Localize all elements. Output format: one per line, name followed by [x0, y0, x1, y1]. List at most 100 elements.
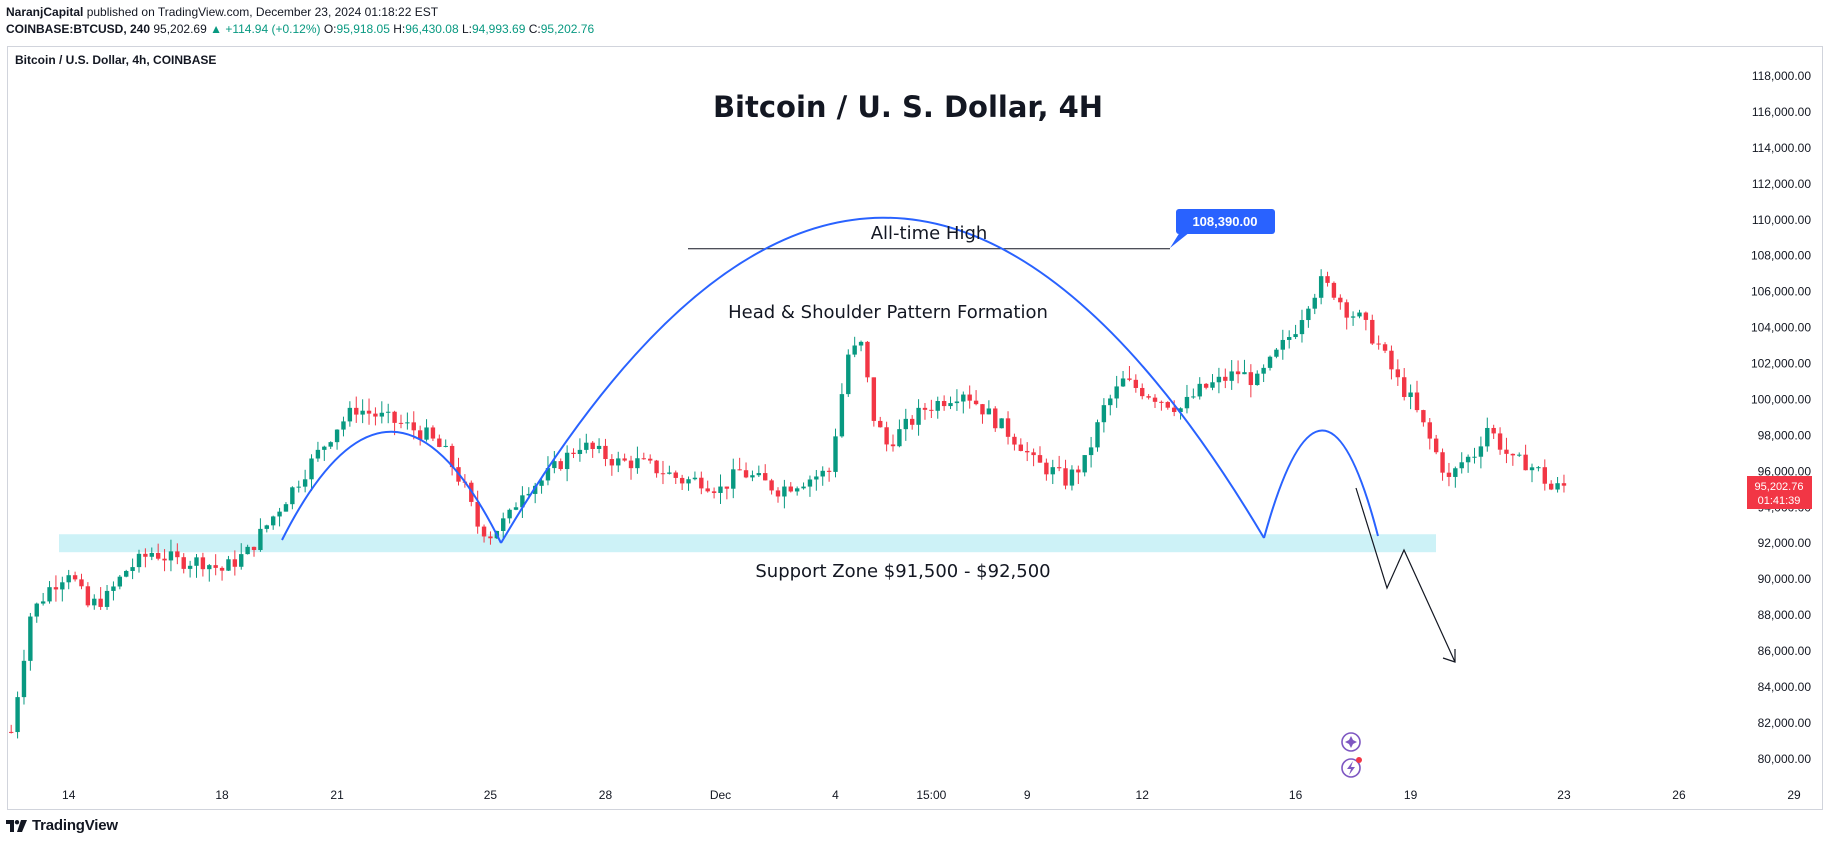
price-tick-label: 86,000.00 — [1758, 644, 1812, 658]
candle-body — [124, 570, 129, 577]
support-zone-band — [59, 534, 1436, 553]
candles-layer — [9, 269, 1567, 739]
candle-body — [328, 442, 333, 447]
candle-body — [954, 401, 960, 404]
price-tick-label: 88,000.00 — [1758, 608, 1812, 622]
candle-body — [788, 486, 793, 492]
candle-body — [967, 394, 972, 401]
price-tick-label: 98,000.00 — [1758, 428, 1812, 442]
candle-body — [1178, 408, 1183, 413]
candle-body — [1095, 422, 1100, 448]
candle-body — [104, 590, 110, 607]
candle-body — [1389, 350, 1394, 370]
low-value: 94,993.69 — [472, 22, 526, 36]
price-tick-label: 106,000.00 — [1751, 285, 1811, 299]
left-shoulder-arc — [281, 430, 502, 544]
candle-body — [507, 509, 512, 519]
candle-body — [181, 557, 186, 569]
candle-body — [794, 488, 800, 492]
candle-body — [1101, 405, 1107, 423]
ath-label: All-time High — [871, 223, 988, 244]
candle-body — [909, 418, 915, 425]
open-label: O: — [323, 22, 337, 36]
close-value: 95,202.76 — [540, 22, 595, 36]
candle-body — [136, 553, 142, 568]
price-axis[interactable]: 80,000.00 82,000.00 84,000.00 86,000.00 88,0… — [1751, 69, 1811, 766]
candle-body — [98, 598, 103, 607]
candle-body — [79, 579, 84, 587]
candle-body — [245, 546, 250, 555]
candle-body — [571, 452, 576, 454]
candle-body — [232, 559, 238, 567]
lightning-icon[interactable] — [1341, 757, 1362, 778]
candle-body — [1331, 282, 1337, 298]
symbol-interval: COINBASE:BTCUSD, 240 — [6, 22, 151, 36]
bolt-shape — [1347, 761, 1355, 775]
candle-body — [648, 458, 653, 461]
candle-body — [1210, 382, 1215, 388]
candle-body — [168, 551, 174, 561]
candle-body — [1082, 455, 1087, 473]
candle-body — [315, 449, 321, 459]
candle-body — [820, 470, 825, 477]
candle-body — [398, 422, 404, 424]
candle-body — [251, 546, 257, 550]
candle-body — [731, 469, 736, 489]
candle-body — [405, 422, 410, 424]
candle-body — [1267, 356, 1273, 368]
ath-callout: 108,390.00 — [1170, 209, 1275, 248]
candle-body — [360, 410, 365, 415]
candle-body — [660, 473, 666, 475]
candle-body — [1005, 418, 1011, 437]
candle-body — [1350, 316, 1356, 318]
candle-body — [1363, 312, 1369, 320]
time-tick-label: 18 — [215, 788, 229, 802]
candle-body — [277, 511, 282, 517]
author-name[interactable]: NaranjCapital — [6, 5, 84, 19]
time-tick-label: 9 — [1024, 788, 1031, 802]
candle-body — [1152, 397, 1158, 402]
candle-body — [1421, 410, 1426, 423]
time-tick-label: 23 — [1557, 788, 1571, 802]
candle-body — [1325, 276, 1330, 283]
candle-body — [1523, 454, 1528, 471]
candle-body — [686, 479, 691, 484]
candle-body — [1165, 402, 1170, 408]
candle-body — [283, 504, 289, 512]
candle-body — [558, 461, 563, 470]
time-tick-label: 29 — [1787, 788, 1801, 802]
candle-body — [1306, 308, 1311, 321]
time-tick-label: 15:00 — [916, 788, 946, 802]
candle-body — [1191, 396, 1196, 398]
candle-body — [520, 495, 525, 508]
assistant-icon[interactable] — [1341, 732, 1361, 752]
candle-body — [424, 427, 429, 440]
candle-body — [1408, 392, 1413, 397]
candle-body — [890, 444, 896, 447]
candle-body — [1536, 467, 1541, 469]
candle-body — [85, 586, 91, 606]
time-tick-label: 19 — [1404, 788, 1418, 802]
ath-callout-pointer — [1170, 232, 1190, 248]
price-tick-label: 108,000.00 — [1751, 249, 1811, 263]
candle-body — [941, 400, 947, 407]
tradingview-logo[interactable]: TradingView — [6, 817, 118, 834]
candle-body — [162, 558, 167, 561]
time-axis[interactable]: 1418212528Dec415:009121619232629202515:0… — [62, 788, 1829, 802]
low-label: L: — [461, 22, 472, 36]
projection-arrowhead — [1442, 649, 1456, 663]
candle-body — [1146, 396, 1151, 398]
candle-body — [590, 442, 595, 449]
candle-body — [1056, 467, 1062, 469]
candle-body — [1382, 344, 1388, 351]
candle-body — [1133, 379, 1139, 388]
candle-body — [596, 445, 602, 449]
candle-body — [1459, 462, 1464, 469]
bar-countdown: 01:41:39 — [1758, 495, 1801, 507]
candle-body — [1235, 371, 1241, 375]
candle-body — [1248, 372, 1254, 386]
candle-body — [1120, 378, 1126, 387]
time-tick-label: 4 — [832, 788, 839, 802]
candle-body — [175, 551, 180, 558]
